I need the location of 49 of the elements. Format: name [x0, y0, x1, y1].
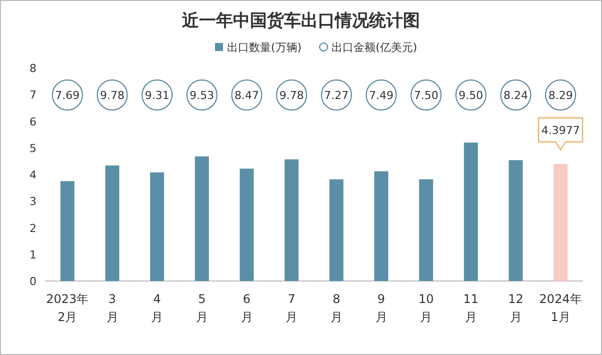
data-label: 8.29 — [548, 89, 573, 102]
x-tick-label: 12 月 — [508, 292, 524, 324]
data-label: 4.3977 — [541, 124, 580, 137]
data-label: 8.47 — [234, 89, 259, 102]
x-tick-label: 7 月 — [286, 292, 298, 324]
bar — [329, 179, 344, 281]
x-tick-label: 2023年 2月 — [46, 292, 89, 324]
y-tick-label: 3 — [30, 195, 36, 208]
y-tick-label: 1 — [30, 248, 36, 262]
bar — [60, 181, 74, 281]
bar — [240, 168, 254, 281]
chart-title: 近一年中国货车出口情况统计图 — [181, 11, 420, 31]
data-label: 9.53 — [190, 89, 214, 102]
bar — [284, 159, 299, 281]
y-tick-label: 5 — [30, 142, 36, 155]
data-label: 9.78 — [279, 89, 304, 102]
x-tick-label: 3 月 — [106, 292, 118, 324]
bar — [554, 164, 568, 281]
x-tick-label: 8 月 — [330, 292, 342, 324]
x-tick-label: 2024年 1月 — [539, 292, 582, 324]
y-tick-label: 0 — [30, 275, 36, 288]
data-label: 7.50 — [414, 89, 438, 102]
bar — [194, 156, 209, 281]
data-label: 7.27 — [324, 89, 349, 102]
data-label: 9.78 — [100, 89, 124, 102]
bar — [374, 171, 388, 281]
legend-label: 出口金额(亿美元) — [332, 41, 418, 54]
x-tick-label: 6 月 — [240, 292, 253, 324]
bar — [508, 160, 523, 281]
bar — [419, 179, 434, 281]
y-tick-label: 6 — [30, 115, 36, 128]
x-tick-label: 11 月 — [463, 292, 479, 324]
data-label: 9.50 — [458, 89, 484, 102]
x-tick-label: 4 月 — [151, 292, 164, 324]
x-tick-label: 9 月 — [375, 292, 388, 324]
y-tick-label: 8 — [30, 62, 36, 75]
data-label: 9.31 — [144, 89, 170, 102]
y-tick-label: 7 — [30, 88, 36, 102]
bar — [150, 172, 164, 281]
bar — [464, 142, 478, 281]
y-tick-label: 2 — [30, 222, 36, 235]
x-tick-label: 5 月 — [196, 292, 208, 324]
legend-label: 出口数量(万辆) — [227, 41, 302, 54]
y-tick-label: 4 — [30, 168, 36, 182]
data-label: 8.24 — [504, 89, 528, 102]
data-label: 7.69 — [55, 89, 80, 102]
bar — [105, 165, 120, 281]
x-tick-label: 10 月 — [418, 292, 434, 324]
data-label: 7.49 — [369, 89, 394, 102]
